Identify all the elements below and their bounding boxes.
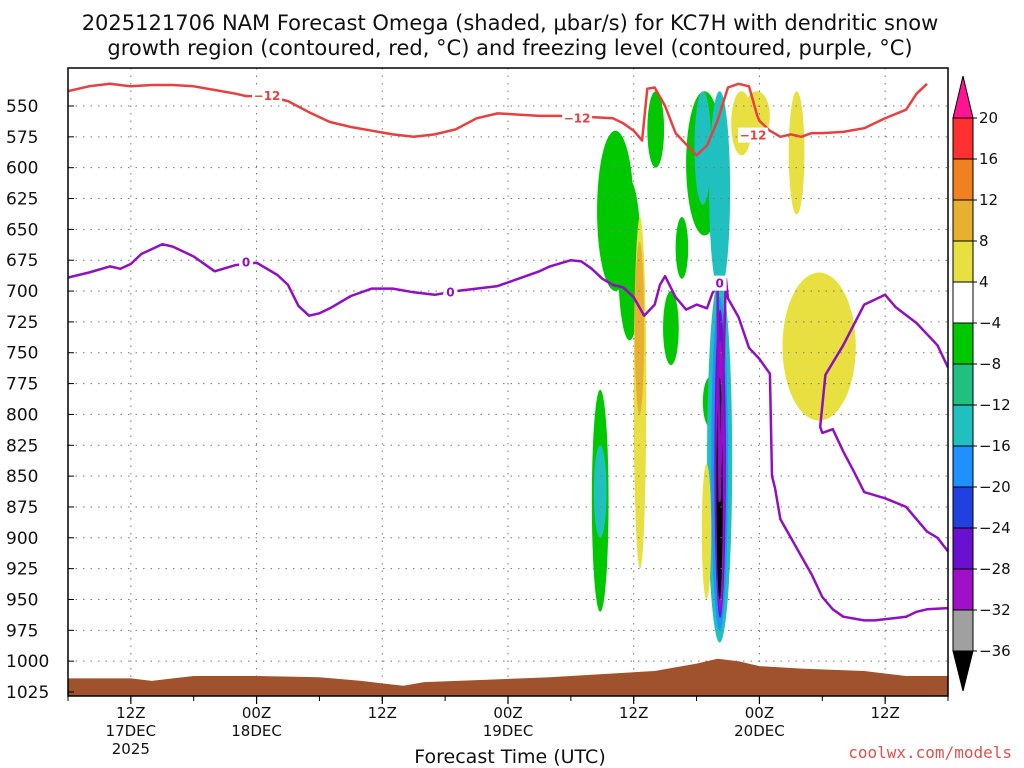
- y-tick-label-725: 725: [6, 313, 38, 333]
- colorbar-seg-13: [952, 609, 974, 652]
- colorbar-label-5: −4: [979, 314, 1001, 332]
- x-tick-date-42: 19DEC: [483, 722, 534, 740]
- colorbar-label-0: 20: [979, 109, 998, 127]
- y-tick-label-950: 950: [6, 590, 38, 610]
- y-axis: 550 575 600 625 650 675 700 725 750 775 800 825 850 8…: [6, 97, 74, 703]
- colorbar-top-arrow: [952, 75, 974, 119]
- colorbar-label-2: 12: [979, 191, 998, 209]
- contour-label-bg-4: [443, 284, 458, 300]
- y-tick-label-1000: 1000: [6, 652, 49, 672]
- colorbar-label-12: −32: [979, 601, 1011, 619]
- terrain-layer: [68, 658, 948, 696]
- y-tick-label-925: 925: [6, 560, 38, 580]
- y-tick-label-600: 600: [6, 159, 38, 179]
- omega-band-green-3: [647, 91, 665, 168]
- colorbar-label-9: −20: [979, 478, 1011, 496]
- contour-label-3: 0: [242, 256, 250, 270]
- contour-layer: [68, 82, 948, 622]
- colorbar-seg-2: [952, 158, 974, 201]
- y-tick-label-800: 800: [6, 405, 38, 425]
- x-tick-label-54: 12Z: [619, 704, 648, 722]
- omega-band-teal-1: [593, 445, 607, 538]
- colorbar-seg-8: [952, 404, 974, 447]
- omega-band-green-5: [675, 217, 689, 279]
- colorbar-label-8: −16: [979, 437, 1011, 455]
- contour-label-layer: −12 −12 −12 0 0 0: [239, 88, 769, 300]
- y-tick-label-750: 750: [6, 344, 38, 364]
- colorbar-seg-4: [952, 240, 974, 283]
- colorbar-seg-12: [952, 568, 974, 611]
- colorbar-label-7: −12: [979, 396, 1011, 414]
- colorbar-seg-11: [952, 527, 974, 570]
- colorbar-label-1: 16: [979, 150, 998, 168]
- contour-label-1: −12: [564, 111, 591, 125]
- colorbar-seg-9: [952, 445, 974, 488]
- omega-shading-layer: [591, 91, 856, 643]
- x-tick-label-6: 12Z: [116, 704, 145, 722]
- contour-label-bg-2: [738, 127, 769, 143]
- x-tick-label-18: 00Z: [242, 704, 271, 722]
- y-tick-label-875: 875: [6, 498, 38, 518]
- colorbar-seg-6: [952, 322, 974, 365]
- x-axis-title: Forecast Time (UTC): [414, 746, 605, 768]
- x-tick-label-30: 12Z: [368, 704, 397, 722]
- contour-label-4: 0: [446, 285, 454, 299]
- x-tick-label-78: 12Z: [870, 704, 899, 722]
- y-tick-label-825: 825: [6, 436, 38, 456]
- site-credit: coolwx.com/models: [848, 743, 1012, 762]
- plot-area: −12 −12 −12 0 0 0: [67, 67, 949, 697]
- y-tick-label-650: 650: [6, 220, 38, 240]
- omega-band-yellow-6: [782, 272, 856, 421]
- colorbar-seg-10: [952, 486, 974, 529]
- y-tick-label-1025: 1025: [6, 683, 49, 703]
- colorbar-label-10: −24: [979, 519, 1011, 537]
- y-tick-label-700: 700: [6, 282, 38, 302]
- y-tick-label-675: 675: [6, 251, 38, 271]
- chart-title-line-2: growth region (contoured, red, °C) and f…: [107, 36, 912, 60]
- colorbar-seg-5: [952, 281, 974, 324]
- contour-label-bg-0: [252, 88, 283, 104]
- omega-band-orange-1: [634, 241, 645, 415]
- x-tick-label-42: 00Z: [493, 704, 522, 722]
- omega-band-yellow-2: [701, 463, 712, 600]
- y-tick-label-575: 575: [6, 128, 38, 148]
- contour-label-bg-3: [239, 254, 254, 270]
- contour-dendritic-minus12: [68, 82, 928, 157]
- colorbar-seg-3: [952, 199, 974, 242]
- colorbar-label-11: −28: [979, 560, 1011, 578]
- y-tick-label-850: 850: [6, 467, 38, 487]
- y-tick-label-775: 775: [6, 375, 38, 395]
- contour-freezing-level-main: [68, 242, 948, 622]
- colorbar-seg-1: [952, 117, 974, 160]
- y-tick-label-625: 625: [6, 190, 38, 210]
- colorbar-seg-7: [952, 363, 974, 406]
- contour-label-bg-1: [562, 110, 593, 126]
- colorbar-label-4: 4: [979, 273, 989, 291]
- omega-band-yellow-5: [788, 91, 805, 215]
- x-tick-year-6: 2025: [112, 740, 150, 758]
- x-tick-label-66: 00Z: [745, 704, 774, 722]
- omega-band-green-4: [663, 291, 679, 366]
- colorbar-label-13: −36: [979, 642, 1011, 660]
- colorbar-bottom-arrow: [952, 650, 974, 692]
- contour-freezing-level-east: [818, 293, 948, 553]
- y-tick-label-975: 975: [6, 621, 38, 641]
- x-tick-date-6: 17DEC: [106, 722, 157, 740]
- x-tick-date-18: 18DEC: [231, 722, 282, 740]
- omega-band-teal-3: [709, 91, 731, 292]
- contour-label-5: 0: [715, 277, 723, 291]
- y-tick-label-900: 900: [6, 529, 38, 549]
- x-tick-date-66: 20DEC: [734, 722, 785, 740]
- chart-title-line-1: 2025121706 NAM Forecast Omega (shaded, μ…: [82, 11, 939, 35]
- contour-label-2: −12: [740, 129, 767, 143]
- colorbar-label-3: 8: [979, 232, 989, 250]
- colorbar-label-6: −8: [979, 355, 1001, 373]
- terrain-fill: [68, 658, 948, 696]
- y-tick-label-550: 550: [6, 97, 38, 117]
- contour-label-0: −12: [254, 89, 281, 103]
- contour-label-bg-5: [712, 275, 727, 291]
- colorbar: 20 16 12 8 4 −4 −8 −12 −16 −20 −24 −28 −32 −36: [952, 75, 1011, 692]
